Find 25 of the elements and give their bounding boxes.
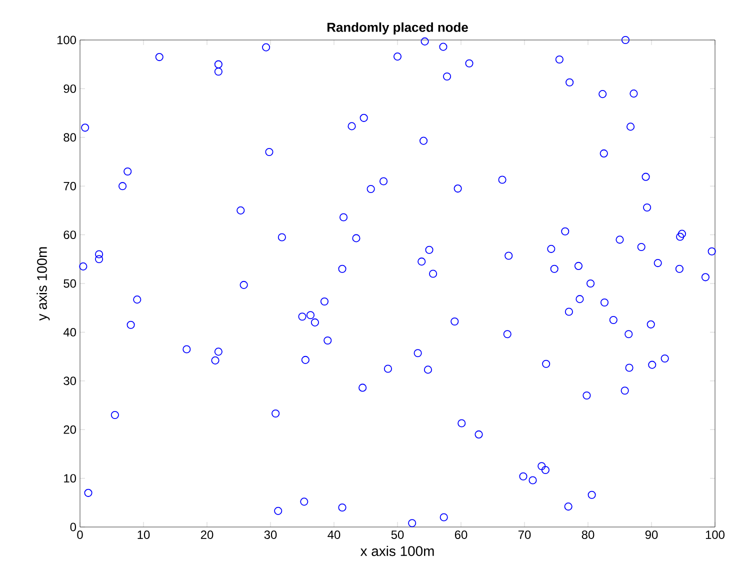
- y-tick-label: 20: [64, 425, 76, 434]
- x-tick-label: 80: [582, 530, 594, 539]
- y-tick-label: 70: [64, 182, 76, 190]
- y-tick-label: 50: [64, 279, 76, 288]
- x-tick-label: 10: [138, 530, 150, 539]
- y-tick-label: 100: [57, 36, 76, 44]
- y-tick-label: 30: [64, 376, 76, 386]
- x-tick-label: 0: [77, 530, 83, 539]
- x-tick-label: 40: [328, 530, 340, 539]
- y-tick-label: 60: [64, 230, 76, 240]
- x-tick-label: 50: [391, 530, 404, 539]
- y-tick-label: 90: [64, 84, 76, 93]
- y-axis-title: y axis 100m: [36, 247, 50, 321]
- x-tick-label: 60: [454, 530, 468, 539]
- y-tick-label: 0: [70, 522, 76, 532]
- x-tick-label: 90: [645, 530, 658, 539]
- x-tick-label: 100: [706, 530, 725, 539]
- chart-title: Randomly placed node: [327, 22, 468, 34]
- x-axis-title: x axis 100m: [360, 546, 434, 556]
- x-tick-label: 30: [264, 530, 277, 539]
- y-tick-label: 80: [64, 133, 76, 142]
- x-tick-label: 20: [200, 530, 214, 539]
- y-tick-label: 40: [63, 328, 76, 336]
- y-tick-label: 10: [64, 474, 76, 483]
- x-tick-label: 70: [518, 530, 531, 539]
